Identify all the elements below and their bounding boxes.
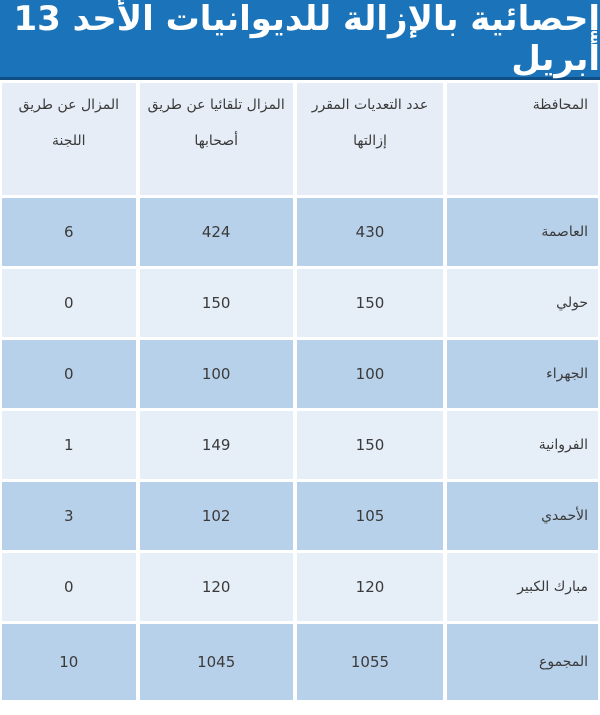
cell-governorate: الفروانية: [447, 411, 598, 479]
table-header-row: المحافظة عدد التعديات المقرر إزالتها الم…: [2, 83, 598, 195]
cell-governorate: مبارك الكبير: [447, 553, 598, 621]
table-row: الجهراء 100 100 0: [2, 340, 598, 408]
header-governorate: المحافظة: [447, 83, 598, 195]
cell-removed-by-committee: 0: [2, 553, 136, 621]
cell-governorate: الأحمدي: [447, 482, 598, 550]
cell-governorate: الجهراء: [447, 340, 598, 408]
cell-removed-by-owners: 100: [139, 340, 293, 408]
cell-removed-by-committee: 3: [2, 482, 136, 550]
cell-scheduled: 120: [296, 553, 444, 621]
cell-scheduled: 105: [296, 482, 444, 550]
header-removed-by-owners: المزال تلقائيا عن طريق أصحابها: [139, 83, 293, 195]
cell-scheduled: 430: [296, 198, 444, 266]
table-row: حولي 150 150 0: [2, 269, 598, 337]
cell-scheduled: 150: [296, 411, 444, 479]
cell-removed-by-committee: 0: [2, 269, 136, 337]
cell-removed-by-committee: 10: [2, 624, 136, 700]
cell-governorate: حولي: [447, 269, 598, 337]
cell-removed-by-committee: 1: [2, 411, 136, 479]
cell-governorate: العاصمة: [447, 198, 598, 266]
cell-scheduled: 150: [296, 269, 444, 337]
cell-removed-by-owners: 424: [139, 198, 293, 266]
page-title: إحصائية بالإزالة للديوانيات الأحد 13 أبر…: [0, 0, 600, 80]
cell-scheduled: 1055: [296, 624, 444, 700]
cell-removed-by-owners: 1045: [139, 624, 293, 700]
cell-removed-by-owners: 120: [139, 553, 293, 621]
table-total-row: المجموع 1055 1045 10: [2, 624, 598, 700]
header-removed-by-committee: المزال عن طريق اللجنة: [2, 83, 136, 195]
cell-governorate: المجموع: [447, 624, 598, 700]
header-scheduled: عدد التعديات المقرر إزالتها: [296, 83, 444, 195]
cell-removed-by-owners: 149: [139, 411, 293, 479]
cell-removed-by-committee: 6: [2, 198, 136, 266]
table-row: الفروانية 150 149 1: [2, 411, 598, 479]
cell-removed-by-owners: 150: [139, 269, 293, 337]
cell-removed-by-owners: 102: [139, 482, 293, 550]
table-row: الأحمدي 105 102 3: [2, 482, 598, 550]
cell-scheduled: 100: [296, 340, 444, 408]
table-row: مبارك الكبير 120 120 0: [2, 553, 598, 621]
table-row: العاصمة 430 424 6: [2, 198, 598, 266]
cell-removed-by-committee: 0: [2, 340, 136, 408]
statistics-table: المحافظة عدد التعديات المقرر إزالتها الم…: [0, 80, 600, 703]
